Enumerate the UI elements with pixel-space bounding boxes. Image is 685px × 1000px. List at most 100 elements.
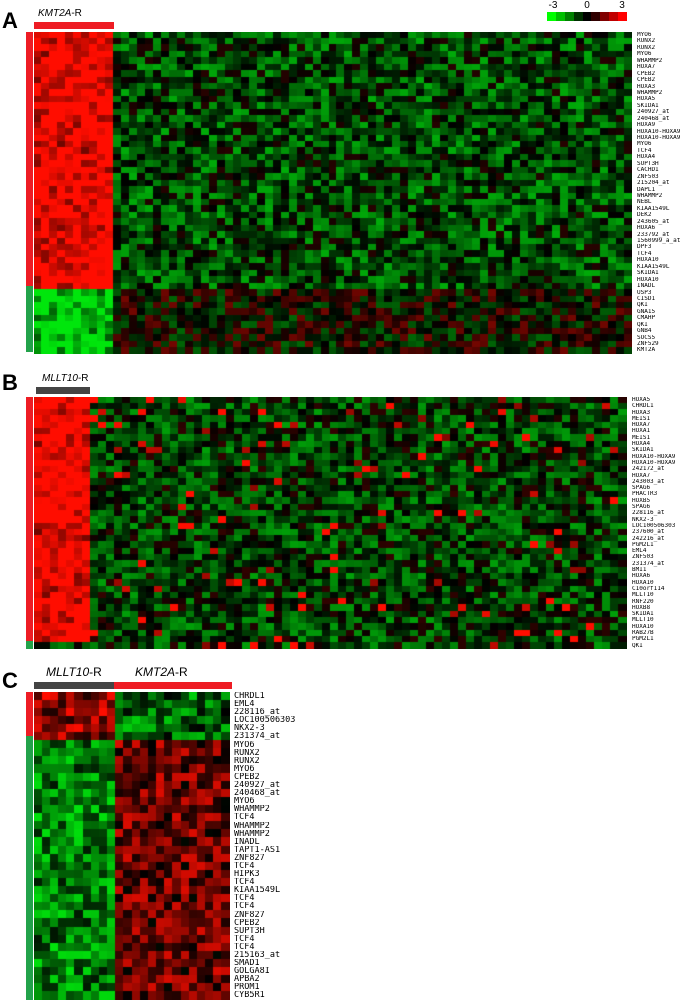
gene-label: APBA2	[234, 975, 260, 984]
gene-label: EML4	[632, 548, 647, 555]
gene-label: 231374_at	[234, 732, 281, 741]
panel-a-header-bar	[34, 22, 114, 29]
gene-label: 242216_at	[632, 535, 665, 542]
gene-label: SKIDA1	[632, 611, 654, 618]
legend-ticks: -3 0 3	[547, 0, 627, 12]
legend-swatch	[564, 12, 574, 21]
legend-swatch	[582, 12, 592, 21]
panel-b-gene-list: HOXA5 CHRDL1 HOXA3 MEIS1 HOXA7 HOXA1 MEIS1 HOXA…	[632, 397, 675, 649]
legend-swatch	[591, 12, 601, 21]
panel-a-header-label: KMT2A-R	[38, 8, 82, 19]
gene-label: HOXA5	[632, 397, 651, 403]
gene-label: TCF4	[234, 934, 255, 943]
gene-label: 243605_at	[637, 218, 670, 225]
gene-label: MYO6	[234, 797, 255, 806]
gene-label: LOC100506303	[234, 716, 296, 725]
gene-label: 237600_at	[632, 529, 665, 536]
gene-label: PROM1	[234, 983, 260, 992]
gene-label: TCF4	[234, 942, 255, 951]
gene-label: KIAA1549L	[637, 263, 670, 270]
gene-label: CMAHP	[637, 315, 656, 322]
gene-label: HOXA7	[632, 472, 651, 479]
gene-label: CYB5R1	[234, 991, 265, 1000]
gene-label: 231374_at	[632, 560, 665, 567]
gene-label: BMI1	[632, 567, 647, 574]
panel-c-header-bar-1	[34, 682, 114, 689]
panel-b-header-label: MLLT10-R	[42, 373, 89, 384]
gene-label: INADL	[234, 837, 260, 846]
color-scale-legend: -3 0 3	[547, 0, 628, 22]
gene-label: HOXA4	[637, 154, 656, 161]
gene-label: MYO6	[637, 51, 652, 58]
legend-swatch	[600, 12, 610, 21]
gene-label: WHAMMP2	[637, 192, 663, 199]
gene-label: CACHD1	[637, 167, 659, 174]
gene-label: EML4	[234, 700, 255, 709]
gene-label: HOXB5	[632, 497, 651, 504]
gene-label: HOXA6	[637, 225, 656, 232]
gene-label: INADL	[637, 283, 656, 290]
gene-label: MEIS1	[632, 434, 651, 441]
panel-c-heatmap	[34, 692, 230, 1000]
gene-label: CISD1	[637, 295, 656, 302]
gene-label: HOXA10-HOXA9	[632, 459, 676, 466]
gene-label: ZNF827	[234, 853, 265, 862]
panel-b-red-group-bar	[26, 397, 33, 641]
gene-label: TCF4	[637, 147, 652, 154]
gene-label: TCF4	[234, 902, 255, 911]
gene-label: GNA15	[637, 308, 656, 315]
gene-label: 1560999_a_at	[637, 238, 681, 244]
gene-label: WHAMMP2	[637, 57, 663, 64]
gene-label: CPEB2	[637, 77, 656, 84]
gene-label: SUPT3H	[234, 926, 265, 935]
gene-label: HOXA10-HOXA9	[637, 135, 681, 141]
gene-label: SKIDA1	[637, 102, 659, 109]
gene-label: NEBL	[637, 199, 652, 206]
gene-label: 215163_at	[234, 951, 281, 960]
gene-label: TAPT1-AS1	[234, 845, 281, 854]
gene-label: WHAMMP2	[234, 821, 270, 830]
panel-c-gene-list: CHRDL1 EML4 228116_at LOC100506303 NKX2-3 231…	[234, 692, 295, 1000]
gene-label: 228116_at	[632, 510, 665, 517]
legend-tick-min: -3	[548, 0, 558, 11]
gene-label: NKX2-3	[632, 516, 654, 523]
gene-label: USP3	[637, 289, 652, 296]
gene-label: PGM2L1	[632, 636, 654, 643]
legend-swatch	[573, 12, 583, 21]
panel-b-heatmap	[34, 397, 627, 649]
gene-label: SUPT3H	[637, 160, 659, 167]
gene-label: TCF4	[234, 878, 255, 887]
gene-label: CPEB2	[234, 772, 260, 782]
gene-label: 240468_at	[234, 789, 281, 798]
gene-label: GOLGA8I	[234, 967, 270, 976]
legend-swatch	[555, 12, 565, 21]
gene-label: 242172_at	[632, 466, 665, 473]
panel-c-letter: C	[2, 668, 18, 693]
panel-a-green-group-bar	[26, 286, 33, 352]
gene-label: CHRDL1	[632, 403, 654, 410]
gene-label: TCF4	[234, 894, 255, 903]
gene-label: DPF3	[637, 244, 652, 251]
gene-label: HOXA7	[637, 64, 656, 71]
gene-label: HOXA5	[637, 96, 656, 103]
gene-label: HOXA7	[632, 422, 651, 429]
gene-label: KIAA1549L	[234, 886, 281, 895]
gene-label: MLLT10	[632, 617, 654, 624]
gene-label: WHAMMP2	[234, 829, 270, 838]
gene-label: HOXA10	[637, 276, 659, 283]
gene-label: HOXA3	[637, 83, 656, 90]
gene-label: PHACTR3	[632, 491, 658, 498]
gene-label: SKIDA1	[632, 447, 654, 454]
panel-a-letter: A	[2, 8, 18, 33]
gene-label: ZNF503	[637, 173, 659, 180]
gene-label: 233792_at	[637, 231, 670, 238]
panel-c-red-group-bar	[26, 692, 33, 736]
gene-label: LOC100506303	[632, 522, 676, 529]
gene-label: NKX2-3	[234, 724, 265, 733]
gene-label: TCF4	[234, 813, 255, 822]
gene-label: HOXA10	[632, 623, 654, 630]
gene-label: TCF4	[637, 250, 652, 257]
gene-label: MLLT10	[632, 592, 654, 599]
gene-label: 240468_at	[637, 115, 670, 122]
gene-label: ZNF827	[234, 910, 265, 919]
